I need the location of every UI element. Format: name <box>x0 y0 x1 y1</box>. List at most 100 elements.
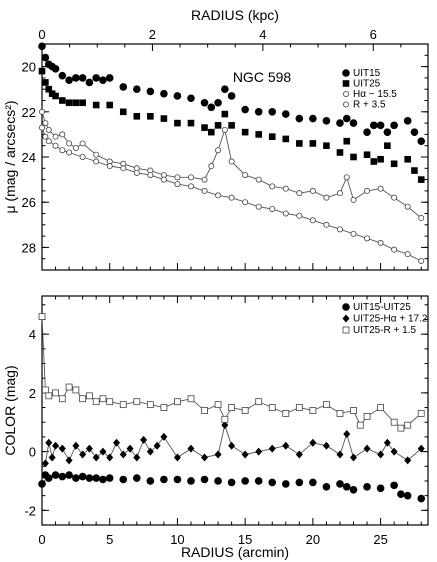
data-point <box>79 140 86 147</box>
data-point <box>65 471 73 479</box>
data-point <box>48 90 56 98</box>
data-point <box>418 215 425 222</box>
data-point <box>336 226 343 233</box>
data-point <box>86 392 93 400</box>
series-top-1 <box>38 67 425 183</box>
data-point <box>147 172 154 179</box>
data-point <box>241 477 249 485</box>
data-point <box>52 92 59 100</box>
data-point <box>201 407 208 414</box>
data-point <box>322 117 331 125</box>
data-point <box>255 176 262 183</box>
data-point <box>363 444 371 453</box>
data-point <box>133 398 141 406</box>
data-point <box>241 407 249 414</box>
data-point <box>323 194 330 201</box>
data-point <box>187 477 195 485</box>
data-point <box>85 474 94 482</box>
data-point <box>133 474 141 482</box>
data-point <box>65 383 73 391</box>
data-point <box>309 217 316 224</box>
data-point <box>376 121 385 130</box>
data-point <box>207 128 215 136</box>
data-point <box>295 404 303 411</box>
data-point <box>268 478 277 487</box>
data-point <box>282 185 289 192</box>
legend-entry: UIT15 <box>342 68 381 79</box>
data-point <box>72 474 80 482</box>
data-point <box>410 128 419 136</box>
y-axis-label: COLOR (mag) <box>2 365 18 455</box>
data-point <box>268 444 276 453</box>
y-tick-label: 0 <box>29 445 36 460</box>
legend-marker <box>342 303 350 311</box>
data-point <box>153 441 161 450</box>
data-point <box>364 235 371 242</box>
data-point <box>383 128 392 136</box>
data-point <box>417 494 426 503</box>
data-point <box>417 444 425 453</box>
data-point <box>79 153 86 160</box>
data-point <box>45 126 52 133</box>
data-point <box>255 398 263 406</box>
data-point <box>160 432 168 441</box>
data-point <box>45 392 53 400</box>
data-point <box>268 108 277 116</box>
data-point <box>221 85 229 93</box>
data-point <box>65 456 73 465</box>
y-axis-label: μ (mag / arcsecs²) <box>2 100 18 213</box>
legend-marker <box>342 80 350 87</box>
series-top-3 <box>39 124 425 264</box>
data-point <box>377 185 384 192</box>
data-point <box>214 98 222 107</box>
x-tick-label: 15 <box>238 532 252 547</box>
data-point <box>343 174 350 181</box>
data-point <box>221 415 229 423</box>
legend-entry: UIT25 <box>342 79 381 90</box>
data-point <box>79 450 87 459</box>
data-point <box>59 131 66 138</box>
data-point <box>336 149 344 156</box>
data-point <box>254 108 263 116</box>
top-axis-tick-label: 2 <box>149 27 156 42</box>
data-point <box>92 74 100 82</box>
data-point <box>52 133 59 140</box>
data-point <box>363 483 371 491</box>
data-point <box>255 203 262 210</box>
top-axis-label: RADIUS (kpc) <box>191 7 279 23</box>
data-point <box>41 386 49 394</box>
data-point <box>120 165 127 172</box>
y-tick-label: -2 <box>24 503 36 518</box>
series-bottom-1 <box>41 421 425 468</box>
data-point <box>85 78 94 87</box>
series-top-0 <box>38 42 426 145</box>
data-point <box>282 410 290 417</box>
data-point <box>160 475 168 484</box>
data-point <box>201 176 208 183</box>
data-point <box>45 85 53 93</box>
data-point <box>281 110 290 118</box>
data-point <box>174 181 181 188</box>
x-tick-label: 20 <box>306 532 320 547</box>
data-point <box>221 110 229 118</box>
data-point <box>417 176 425 183</box>
data-point <box>51 471 60 479</box>
data-point <box>85 444 93 453</box>
plot-frame-bottom <box>41 295 429 526</box>
data-point <box>214 122 222 129</box>
data-point <box>377 239 384 246</box>
data-point <box>363 128 371 136</box>
data-point <box>295 450 303 459</box>
data-point <box>343 137 351 145</box>
data-point <box>99 76 107 84</box>
data-point <box>323 221 330 228</box>
legend-label: UIT25-R + 1.5 <box>353 325 417 336</box>
data-point <box>242 199 249 206</box>
data-point <box>160 115 168 122</box>
data-point <box>173 475 182 484</box>
data-point <box>173 92 182 100</box>
data-point <box>207 103 216 112</box>
data-point <box>112 438 120 447</box>
data-point <box>119 108 127 116</box>
data-point <box>58 395 66 403</box>
